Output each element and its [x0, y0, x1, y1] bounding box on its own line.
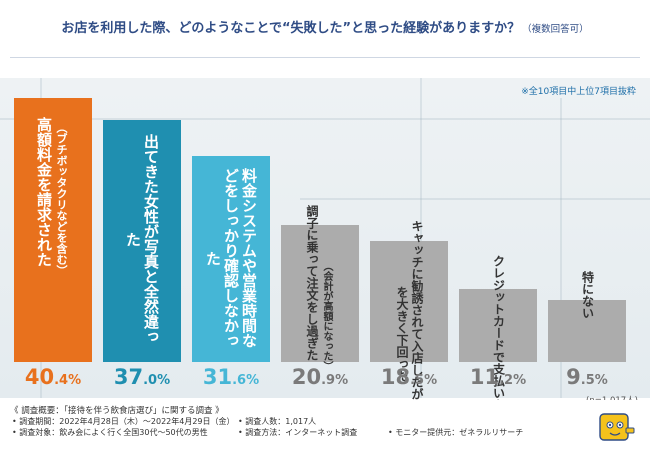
value-label: 40.4% — [13, 365, 93, 389]
bar-label-text: 特にない — [580, 270, 595, 319]
bar-label: キャッチに勧誘されて入店したが、期待値を大きく下回った — [370, 220, 448, 452]
bar-label: 調子に乗って注文をし過ぎた （会計が高額になった） — [281, 196, 359, 375]
survey-method: • 調査方法：インターネット調査 — [238, 428, 358, 437]
value-label: 31.6% — [191, 365, 271, 389]
bar-label-text: 出てきた女性が写真と全然違った — [124, 134, 160, 345]
value-label: 11.2% — [458, 365, 538, 389]
footer — [0, 400, 650, 450]
value-label-integer: 31 — [202, 365, 233, 389]
value-label-decimal: .5% — [580, 373, 608, 388]
bar-label: 高額料金を請求された （ブチボッタクリなどを含む） — [14, 108, 92, 280]
bar-label: 特にない — [548, 268, 626, 326]
bar-label: 出てきた女性が写真と全然違った — [103, 130, 181, 352]
bar — [14, 98, 92, 362]
survey-period: • 調査期間：2022年4月28日（木）～2022年4月29日（金） — [12, 417, 235, 426]
value-label-decimal: .6% — [232, 373, 260, 388]
chart-title: お店を利用した際、どのようなことで“失敗した”と思った経験がありますか？ （複数回… — [0, 0, 650, 58]
bar-label-subtext: （ブチボッタクリなどを含む） — [55, 122, 68, 276]
value-label-integer: 20 — [291, 365, 322, 389]
background-beam — [300, 198, 650, 200]
bar — [103, 120, 181, 362]
background-beam — [560, 98, 562, 398]
value-label-integer: 9 — [566, 365, 581, 389]
value-label-decimal: .9% — [321, 373, 349, 388]
value-label-decimal: .4% — [54, 373, 82, 388]
value-label: 9.5% — [547, 365, 627, 389]
top-note: ※全10項目中上位7項目抜粋 — [521, 87, 636, 97]
bar-label-text: キャッチに勧誘されて入店したが、期待値を大きく下回った — [395, 220, 424, 449]
background-beam — [0, 118, 650, 120]
value-label-integer: 18 — [380, 365, 411, 389]
survey-provider: • モニター提供元：ゼネラルリサーチ — [388, 428, 524, 437]
bar-label: 料金システムや営業時間などをしっかり確認しなかった — [192, 166, 270, 355]
title-main: お店を利用した際、どのようなことで“失敗した”と思った経験がありますか？ — [61, 21, 521, 36]
survey-count: • 調査人数：1,017人 — [238, 417, 317, 426]
bar-label-text: 調子に乗って注文をし過ぎた — [305, 205, 319, 362]
bar — [192, 156, 270, 362]
value-label-decimal: .5% — [410, 373, 438, 388]
bar-label-text: 料金システムや営業時間などをしっかり確認しなかった — [204, 168, 258, 349]
bar-label-text: 高額料金を請求された — [35, 117, 53, 267]
value-label-decimal: .0% — [143, 373, 171, 388]
value-label: 37.0% — [102, 365, 182, 389]
bar-label-subtext: （会計が高額になった） — [321, 260, 332, 371]
bar-label-text: クレジットカードで支払いをした — [491, 254, 506, 435]
bar — [370, 241, 448, 362]
survey-title: 《 調査概要：「接待を伴う飲食店選び」に関する調査 》 — [10, 406, 224, 416]
bar-label: クレジットカードで支払いをした — [459, 244, 537, 450]
value-label-decimal: .2% — [499, 373, 527, 388]
title-sub: （複数回答可） — [522, 24, 589, 35]
mascot-icon — [599, 413, 635, 441]
value-label-integer: 11 — [469, 365, 500, 389]
value-label: 18.5% — [369, 365, 449, 389]
survey-target: • 調査対象：飲み会によく行く全国30代～50代の男性 — [12, 428, 208, 437]
value-label-integer: 37 — [113, 365, 144, 389]
background-beam — [420, 78, 422, 398]
bar — [459, 289, 537, 362]
bar — [548, 300, 626, 362]
value-label: 20.9% — [280, 365, 360, 389]
bar — [281, 225, 359, 362]
value-label-integer: 40 — [24, 365, 55, 389]
title-divider — [10, 57, 640, 58]
header: お店を利用した際、どのようなことで“失敗した”と思った経験がありますか？ （複数回… — [0, 0, 650, 78]
